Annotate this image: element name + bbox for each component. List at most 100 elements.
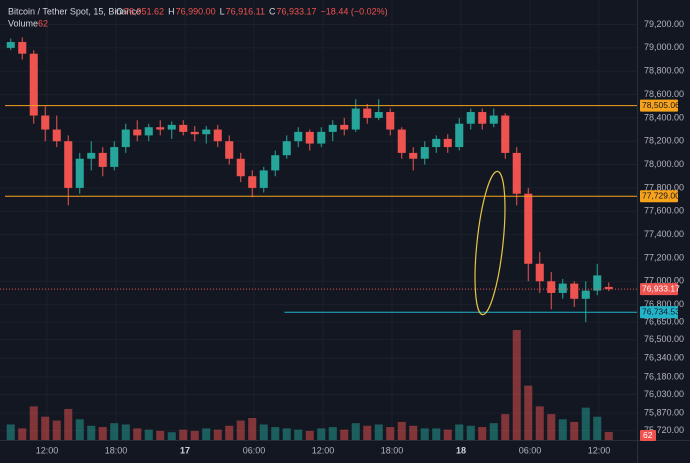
y-tick-label: 77,400.00	[644, 229, 684, 239]
y-tick-label: 78,600.00	[644, 89, 684, 99]
candle-body	[535, 263, 544, 282]
candle-body	[455, 123, 464, 148]
candle-body	[271, 155, 280, 171]
volume-bar	[478, 427, 487, 440]
volume-bar	[443, 429, 452, 440]
volume-bar	[432, 428, 441, 440]
symbol-title: Bitcoin / Tether Spot, 15, Binance	[8, 6, 141, 16]
ohlc-value: 76,990.00	[176, 6, 216, 16]
x-tick-label: 18:00	[381, 445, 404, 455]
volume-title: Volume	[8, 18, 38, 28]
candle-body	[87, 152, 96, 159]
price-badge	[640, 306, 678, 319]
x-tick-label: 18	[456, 445, 466, 455]
y-tick-label: 78,200.00	[644, 136, 684, 146]
volume-bar	[351, 423, 360, 440]
grid	[0, 0, 638, 440]
candle-body	[570, 283, 579, 299]
price-badge-label: 76,734.53	[642, 307, 680, 317]
candle-body	[501, 115, 510, 153]
y-tick-label: 76,180.00	[644, 371, 684, 381]
y-tick-label: 77,800.00	[644, 182, 684, 192]
volume-bar	[340, 429, 349, 440]
candle-body	[190, 131, 199, 135]
candle-body	[202, 129, 211, 135]
volume-bar	[524, 385, 533, 440]
y-tick-label: 79,000.00	[644, 42, 684, 52]
x-tick-label: 12:00	[36, 445, 59, 455]
volume-bar	[501, 414, 510, 440]
candle-body	[294, 131, 303, 142]
volume-bar	[202, 428, 211, 440]
y-tick-label: 76,500.00	[644, 334, 684, 344]
candle-body	[374, 112, 383, 118]
candle-body	[167, 124, 176, 130]
y-tick-label: 75,870.00	[644, 408, 684, 418]
candle-body	[443, 138, 452, 148]
candle-body	[156, 127, 165, 130]
candle-body	[259, 170, 268, 188]
volume-bar	[156, 430, 165, 440]
candle-body	[432, 138, 441, 148]
candle-body	[466, 112, 475, 124]
y-tick-label: 78,000.00	[644, 159, 684, 169]
volume-bar	[52, 420, 61, 440]
candle-body	[351, 108, 360, 130]
candle-body	[328, 124, 337, 132]
volume-bar	[167, 432, 176, 440]
x-tick-label: 12:00	[312, 445, 335, 455]
candle-body	[236, 158, 245, 177]
candle-body	[512, 152, 521, 194]
volume-bar	[512, 330, 521, 440]
volume-bar	[144, 429, 153, 440]
volume-bar	[397, 421, 406, 440]
volume-bar	[6, 424, 15, 440]
volume-bar	[604, 431, 613, 440]
volume-bar	[133, 428, 142, 440]
volume-bar	[328, 427, 337, 440]
volume-bar	[547, 414, 556, 440]
volume-bar	[121, 424, 130, 440]
x-tick-label: 18:00	[105, 445, 128, 455]
candle-body	[282, 141, 291, 156]
candle-body	[29, 53, 38, 116]
volume-bar	[420, 428, 429, 440]
volume-bar	[225, 425, 234, 440]
volume-bar	[535, 406, 544, 440]
candle-body	[179, 124, 188, 132]
y-tick-label: 76,340.00	[644, 353, 684, 363]
volume-bar	[409, 425, 418, 440]
plot	[0, 37, 638, 440]
candle-body	[98, 152, 107, 167]
x-tick-label: 06:00	[519, 445, 542, 455]
candle-body	[41, 115, 50, 130]
volume-bar	[558, 419, 567, 440]
price-badge-label: 77,729.00	[642, 190, 680, 200]
candle-body	[133, 129, 142, 136]
y-tick-label: 75,720.00	[644, 425, 684, 435]
ohlc-name: L	[220, 6, 225, 16]
volume-bar	[110, 423, 119, 440]
candle-body	[397, 129, 406, 153]
candle-body	[64, 141, 73, 188]
price-badge	[640, 190, 678, 203]
volume-bar	[386, 427, 395, 440]
price-badge	[640, 283, 678, 296]
candle-body	[144, 127, 153, 136]
volume-bar	[570, 421, 579, 440]
volume-bar	[294, 429, 303, 440]
volume-bar	[363, 425, 372, 440]
candle-body	[593, 275, 602, 291]
price-badge-label: 78,505.06	[642, 100, 680, 110]
x-tick-label: 06:00	[243, 445, 266, 455]
ohlc-name: O	[116, 6, 123, 16]
volume-bar	[317, 428, 326, 440]
volume-bar	[248, 418, 257, 440]
ohlc-name: H	[168, 6, 175, 16]
volume-bar	[41, 416, 50, 440]
volume-bar	[581, 407, 590, 440]
volume-bar	[271, 427, 280, 440]
volume-bar	[64, 408, 73, 440]
